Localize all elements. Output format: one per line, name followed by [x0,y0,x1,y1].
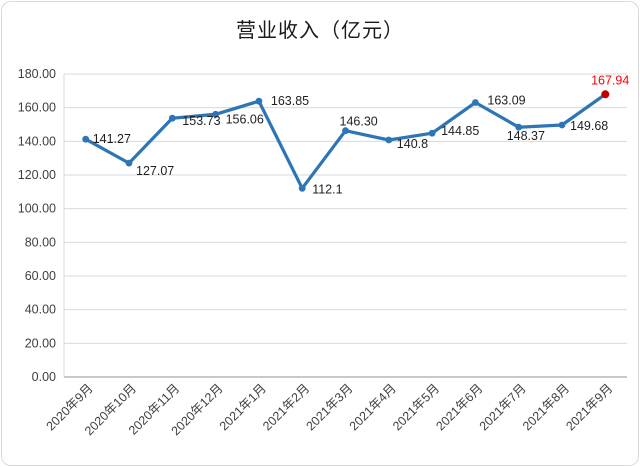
y-tick-label: 80.00 [25,235,56,249]
data-point-label: 156.06 [226,112,264,126]
data-point-label-highlight: 167.94 [591,73,629,87]
data-point-label: 144.85 [441,124,479,138]
data-point-marker [472,99,479,106]
data-point-marker-highlight [601,90,610,99]
data-point-marker [125,159,133,167]
y-tick-label: 0.00 [32,370,56,384]
data-point-marker [255,97,263,105]
data-point-marker [342,127,349,135]
line-chart: 0.00 20.00 40.00 60.00 80.00 100.00 120.00 140.… [18,67,630,438]
data-point-label: 149.68 [570,119,608,133]
data-point-label: 141.27 [93,132,131,146]
data-point-marker [212,110,220,118]
data-point-label: 146.30 [340,115,378,129]
data-point-marker [428,129,436,137]
x-tick-label: 2021年9月 [563,381,615,433]
data-point-label: 153.73 [182,114,220,128]
y-tick-label: 180.00 [18,67,56,81]
y-tick-label: 20.00 [25,336,56,350]
data-point-label: 148.37 [507,129,545,143]
data-point-marker [82,135,90,143]
y-tick-label: 40.00 [25,303,56,317]
y-tick-label: 100.00 [18,202,56,216]
data-point-label: 127.07 [136,164,174,178]
data-point-marker [515,123,523,131]
data-point-marker [298,184,306,192]
y-tick-label: 120.00 [18,168,56,182]
data-point-marker [385,136,393,144]
data-point-label: 163.09 [487,94,525,108]
data-point-marker [168,114,176,122]
data-point-label: 140.8 [397,137,428,151]
y-tick-label: 60.00 [25,269,56,283]
data-point-label: 112.1 [312,182,342,196]
y-tick-label: 160.00 [18,101,56,115]
y-tick-label: 140.00 [18,134,56,148]
data-point-marker [558,121,566,129]
data-point-label: 163.85 [271,94,309,108]
chart-title: 营业收入（亿元） [236,20,404,42]
